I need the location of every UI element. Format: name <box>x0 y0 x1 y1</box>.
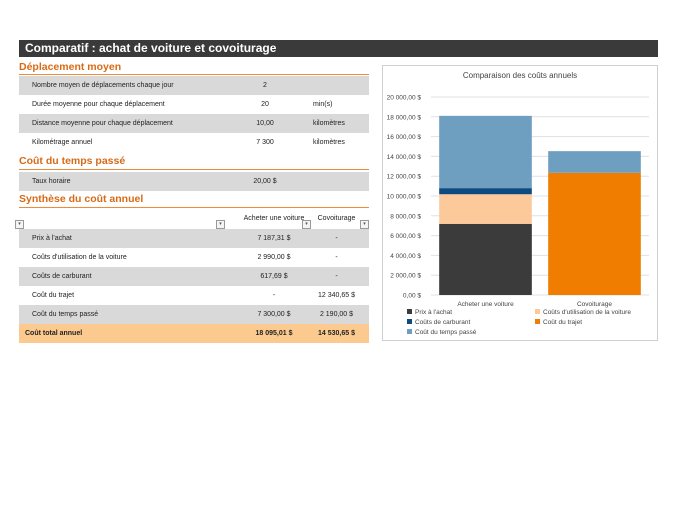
row-value[interactable]: 10,00 <box>256 120 274 127</box>
column-header-covoiturage: Covoiturage <box>317 215 356 222</box>
row-value[interactable]: 20 <box>261 101 269 108</box>
section-label: Coût du temps passé <box>19 155 126 167</box>
filter-dropdown-icon[interactable]: ▾ <box>302 220 311 229</box>
row-label: Prix à l'achat <box>32 235 72 242</box>
table-header: ▾ ▾ Acheter une voiture ▾ Covoiturage ▾ <box>15 212 369 231</box>
row-label: Coût du temps passé <box>32 311 99 318</box>
cell-voiture: 7 300,00 $ <box>257 311 291 318</box>
row-label: Nombre moyen de déplacements chaque jour <box>32 82 174 89</box>
bar-segment <box>548 172 641 295</box>
bar-segment <box>439 115 532 189</box>
cell-covoiturage: - <box>335 273 338 280</box>
total-voiture: 18 095,01 $ <box>255 330 293 337</box>
filter-dropdown-icon[interactable]: ▾ <box>15 220 24 229</box>
row-label: Durée moyenne pour chaque déplacement <box>32 101 165 108</box>
x-tick-label: Covoiturage <box>577 301 612 308</box>
legend-label: Coût du temps passé <box>415 329 477 336</box>
cell-covoiturage: 12 340,65 $ <box>318 292 355 299</box>
row-label: Taux horaire <box>32 178 71 185</box>
row-unit: kilomètres <box>313 139 345 146</box>
row-value[interactable]: 2 <box>263 82 267 89</box>
column-header-voiture: Acheter une voiture <box>243 215 305 222</box>
row-value[interactable]: 20,00 $ <box>253 178 277 185</box>
cell-voiture: 7 187,31 $ <box>257 235 291 242</box>
cell-covoiturage: - <box>335 235 338 242</box>
row-label: Distance moyenne pour chaque déplacement <box>32 120 173 127</box>
section-underline <box>19 207 369 208</box>
bar-segment <box>439 188 532 195</box>
cell-voiture: - <box>272 292 276 299</box>
table-row: Prix à l'achat 7 187,31 $ - <box>19 229 369 248</box>
row-unit: kilomètres <box>313 120 345 127</box>
row-value: 7 300 <box>256 139 274 146</box>
section-title-temps: Coût du temps passé <box>19 155 369 170</box>
bar-segment <box>439 194 532 224</box>
section-underline <box>19 74 369 75</box>
total-label: Coût total annuel <box>25 330 83 337</box>
y-tick-label: 18 000,00 $ <box>387 114 422 121</box>
y-tick-label: 10 000,00 $ <box>387 194 422 201</box>
total-row: Coût total annuel 18 095,01 $ 14 530,65 … <box>19 324 369 343</box>
legend-swatch <box>407 309 412 314</box>
cell-voiture: 2 990,00 $ <box>257 254 291 261</box>
stacked-bar-chart: Comparaison des coûts annuels 0,00 $ 2 000… <box>387 71 649 336</box>
bar-segment <box>439 223 532 295</box>
table-row: Coût du trajet - 12 340,65 $ <box>19 286 369 305</box>
y-tick-label: 0,00 $ <box>403 293 421 300</box>
y-tick-label: 6 000,00 $ <box>390 233 421 240</box>
table-row: Taux horaire 20,00 $ <box>19 172 369 191</box>
cell-covoiturage: - <box>335 254 338 261</box>
y-tick-label: 12 000,00 $ <box>387 174 422 181</box>
y-tick-label: 2 000,00 $ <box>390 273 421 280</box>
total-covoiturage: 14 530,65 $ <box>318 330 355 337</box>
table-row: Nombre moyen de déplacements chaque jour… <box>19 76 369 95</box>
page-title: Comparatif : achat de voiture et covoitu… <box>19 40 658 57</box>
section-title-deplacement: Déplacement moyen <box>19 61 369 75</box>
table-row: Coûts de carburant 617,69 $ - <box>19 267 369 286</box>
cell-covoiturage: 2 190,00 $ <box>319 311 354 318</box>
legend-label: Coûts d'utilisation de la voiture <box>543 309 631 316</box>
row-label: Coûts de carburant <box>32 273 92 280</box>
bar-segment <box>548 151 641 173</box>
x-tick-label: Acheter une voiture <box>457 301 514 308</box>
y-tick-label: 20 000,00 $ <box>387 95 422 102</box>
section-label: Déplacement moyen <box>19 61 122 73</box>
chart-container[interactable]: Comparaison des coûts annuels 0,00 $ 2 000… <box>382 65 658 341</box>
legend-swatch <box>407 329 412 334</box>
section-title-synthese: Synthèse du coût annuel <box>19 193 369 208</box>
section-underline <box>19 169 369 170</box>
legend-swatch <box>535 319 540 324</box>
table-row: Kilométrage annuel 7 300 kilomètres <box>19 133 369 152</box>
row-unit: min(s) <box>313 101 333 108</box>
table-row: Coût du temps passé 7 300,00 $ 2 190,00 … <box>19 305 369 324</box>
cell-voiture: 617,69 $ <box>260 273 288 280</box>
legend-label: Coûts de carburant <box>415 319 470 326</box>
filter-dropdown-icon[interactable]: ▾ <box>216 220 225 229</box>
y-tick-label: 14 000,00 $ <box>387 154 422 161</box>
legend-swatch <box>535 309 540 314</box>
row-label: Coûts d'utilisation de la voiture <box>32 254 127 261</box>
legend-label: Coût du trajet <box>543 319 582 326</box>
chart-title: Comparaison des coûts annuels <box>463 71 577 80</box>
filter-dropdown-icon[interactable]: ▾ <box>360 220 369 229</box>
y-tick-label: 16 000,00 $ <box>387 134 422 141</box>
table-row: Durée moyenne pour chaque déplacement 20… <box>19 95 369 114</box>
y-tick-label: 8 000,00 $ <box>390 213 421 220</box>
y-tick-label: 4 000,00 $ <box>390 253 421 260</box>
table-row: Distance moyenne pour chaque déplacement… <box>19 114 369 133</box>
row-label: Kilométrage annuel <box>32 139 93 146</box>
row-label: Coût du trajet <box>32 292 75 299</box>
section-label: Synthèse du coût annuel <box>19 193 144 205</box>
legend-label: Prix à l'achat <box>415 309 452 316</box>
legend-swatch <box>407 319 412 324</box>
table-row: Coûts d'utilisation de la voiture 2 990,… <box>19 248 369 267</box>
